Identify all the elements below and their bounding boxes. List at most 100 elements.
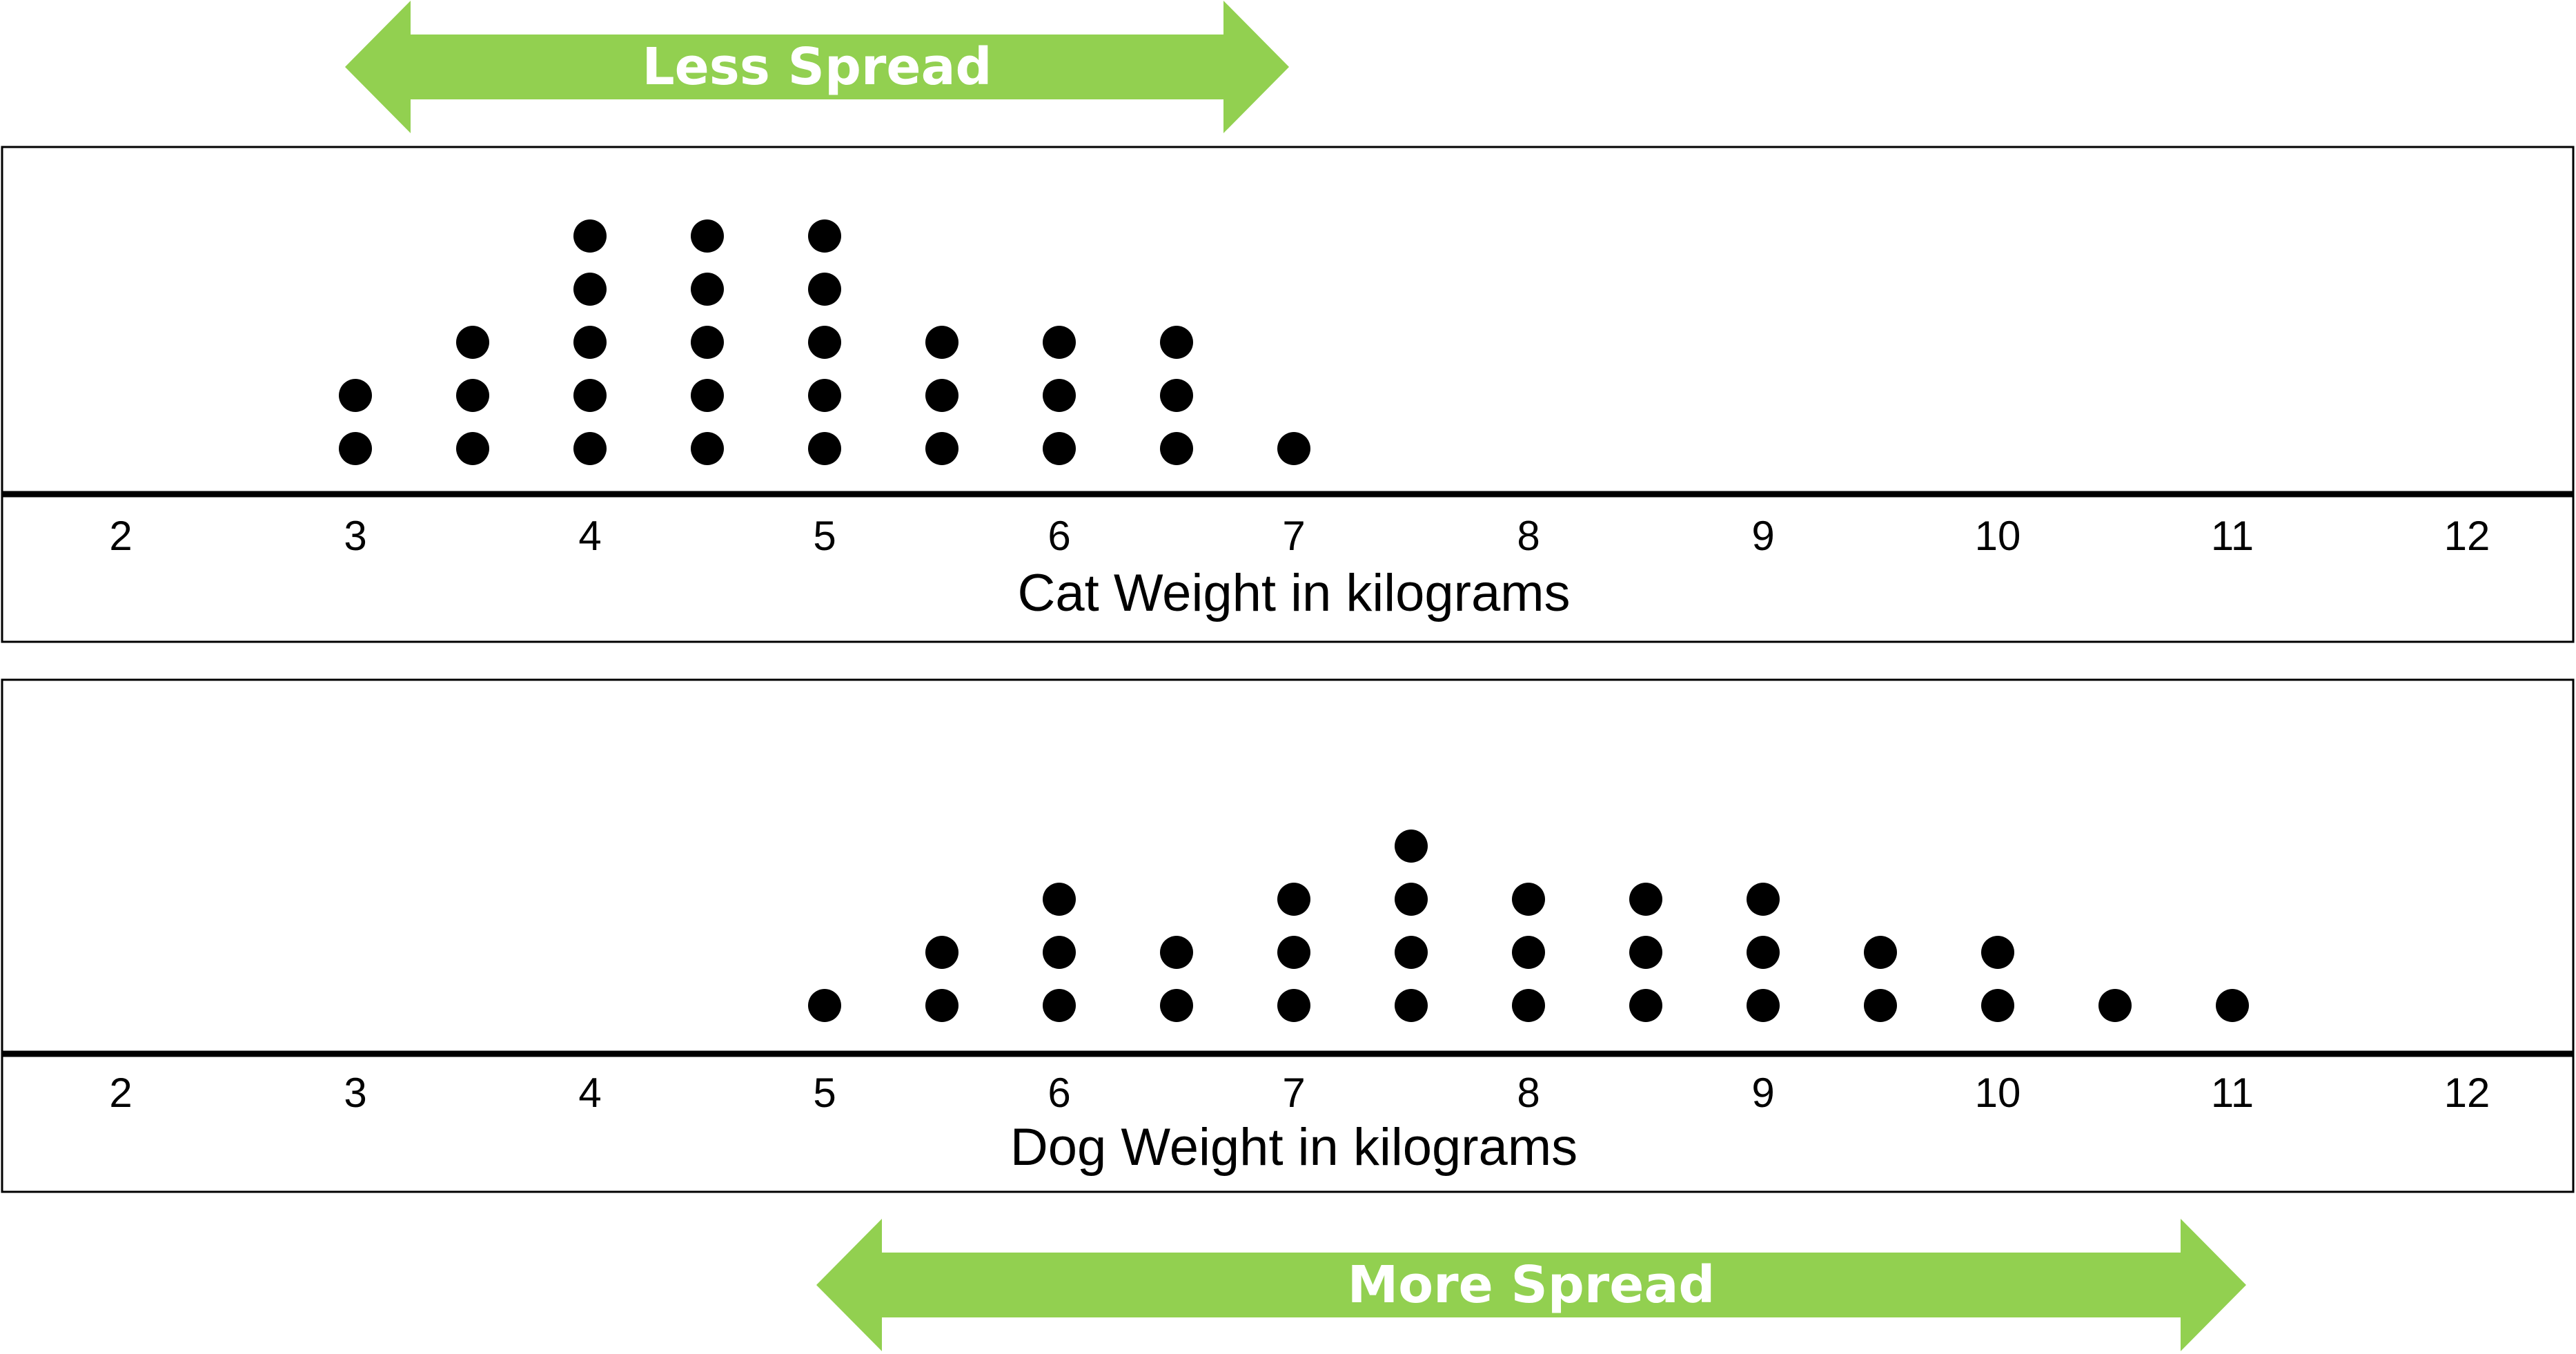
data-dot: [925, 326, 958, 359]
data-dot: [1160, 326, 1193, 359]
data-dot: [691, 379, 724, 412]
data-dot: [808, 989, 841, 1022]
data-dot: [925, 936, 958, 969]
data-dot: [808, 273, 841, 306]
dog-axis-title: Dog Weight in kilograms: [1010, 1118, 1577, 1177]
cat-axis-title: Cat Weight in kilograms: [1017, 564, 1570, 622]
tick-label: 12: [2444, 513, 2490, 559]
data-dot: [1747, 936, 1780, 969]
more-spread-label: More Spread: [1348, 1255, 1715, 1315]
cat-plot-frame: [1, 146, 2575, 643]
more-spread-arrow-shape: [816, 1219, 2246, 1351]
data-dot: [1160, 432, 1193, 465]
data-dot: [691, 326, 724, 359]
dog-weight-dot-plot: 2 3 4 5 6 7 8 9 10 11 12 Dog Weight in kilograms: [1, 678, 2575, 1193]
data-dot: [1629, 883, 1662, 916]
data-dot: [1277, 883, 1310, 916]
data-dot: [1395, 830, 1428, 863]
data-dot: [925, 989, 958, 1022]
data-dot: [1864, 989, 1897, 1022]
dog-tick-labels: 2 3 4 5 6 7 8 9 10 11 12: [109, 1070, 2490, 1116]
data-dot: [2098, 989, 2132, 1022]
dog-plot-frame: [1, 678, 2575, 1193]
tick-label: 11: [2211, 513, 2254, 559]
tick-label: 3: [344, 1070, 366, 1116]
tick-label: 9: [1751, 513, 1774, 559]
data-dot: [573, 219, 607, 253]
data-dot: [1043, 989, 1076, 1022]
data-dot: [808, 432, 841, 465]
data-dot: [1043, 883, 1076, 916]
tick-label: 8: [1517, 513, 1540, 559]
data-dot: [1160, 989, 1193, 1022]
data-dot: [1747, 883, 1780, 916]
data-dot: [573, 432, 607, 465]
data-dot: [573, 379, 607, 412]
tick-label: 7: [1282, 513, 1305, 559]
data-dot: [1277, 989, 1310, 1022]
data-dot: [456, 432, 489, 465]
data-dot: [339, 432, 372, 465]
more-spread-arrow: More Spread: [816, 1219, 2246, 1351]
data-dot: [1864, 936, 1897, 969]
tick-label: 6: [1048, 1070, 1070, 1116]
data-dot: [573, 326, 607, 359]
tick-label: 6: [1048, 513, 1070, 559]
data-dot: [1160, 936, 1193, 969]
tick-label: 10: [1975, 1070, 2021, 1116]
dog-dots: [808, 830, 2249, 1022]
data-dot: [1277, 936, 1310, 969]
less-spread-label: Less Spread: [642, 37, 992, 97]
data-dot: [1629, 936, 1662, 969]
less-spread-arrow: Less Spread: [345, 1, 1289, 133]
cat-tick-labels: 2 3 4 5 6 7 8 9 10 11 12: [109, 513, 2490, 559]
data-dot: [2216, 989, 2249, 1022]
cat-weight-dot-plot: 2 3 4 5 6 7 8 9 10 11 12 Cat Weight in kilograms: [1, 146, 2575, 643]
data-dot: [1512, 883, 1545, 916]
data-dot: [456, 379, 489, 412]
data-dot: [339, 379, 372, 412]
tick-label: 7: [1282, 1070, 1305, 1116]
data-dot: [1981, 936, 2014, 969]
data-dot: [1160, 379, 1193, 412]
data-dot: [1395, 989, 1428, 1022]
data-dot: [1043, 379, 1076, 412]
data-dot: [925, 379, 958, 412]
tick-label: 5: [813, 513, 836, 559]
data-dot: [573, 273, 607, 306]
data-dot: [691, 219, 724, 253]
less-spread-arrow-shape: [345, 1, 1289, 133]
tick-label: 4: [578, 513, 601, 559]
tick-label: 10: [1975, 513, 2021, 559]
tick-label: 2: [109, 1070, 132, 1116]
data-dot: [456, 326, 489, 359]
tick-label: 11: [2211, 1070, 2254, 1116]
data-dot: [925, 432, 958, 465]
tick-label: 4: [578, 1070, 601, 1116]
data-dot: [691, 273, 724, 306]
tick-label: 8: [1517, 1070, 1540, 1116]
tick-label: 12: [2444, 1070, 2490, 1116]
data-dot: [1981, 989, 2014, 1022]
data-dot: [1043, 936, 1076, 969]
data-dot: [1747, 989, 1780, 1022]
data-dot: [1512, 936, 1545, 969]
data-dot: [1629, 989, 1662, 1022]
data-dot: [1512, 989, 1545, 1022]
tick-label: 5: [813, 1070, 836, 1116]
data-dot: [1277, 432, 1310, 465]
tick-label: 2: [109, 513, 132, 559]
data-dot: [1395, 883, 1428, 916]
cat-dots: [339, 219, 1310, 465]
data-dot: [808, 379, 841, 412]
tick-label: 3: [344, 513, 366, 559]
data-dot: [691, 432, 724, 465]
data-dot: [1043, 432, 1076, 465]
data-dot: [1395, 936, 1428, 969]
tick-label: 9: [1751, 1070, 1774, 1116]
data-dot: [1043, 326, 1076, 359]
data-dot: [808, 219, 841, 253]
data-dot: [808, 326, 841, 359]
